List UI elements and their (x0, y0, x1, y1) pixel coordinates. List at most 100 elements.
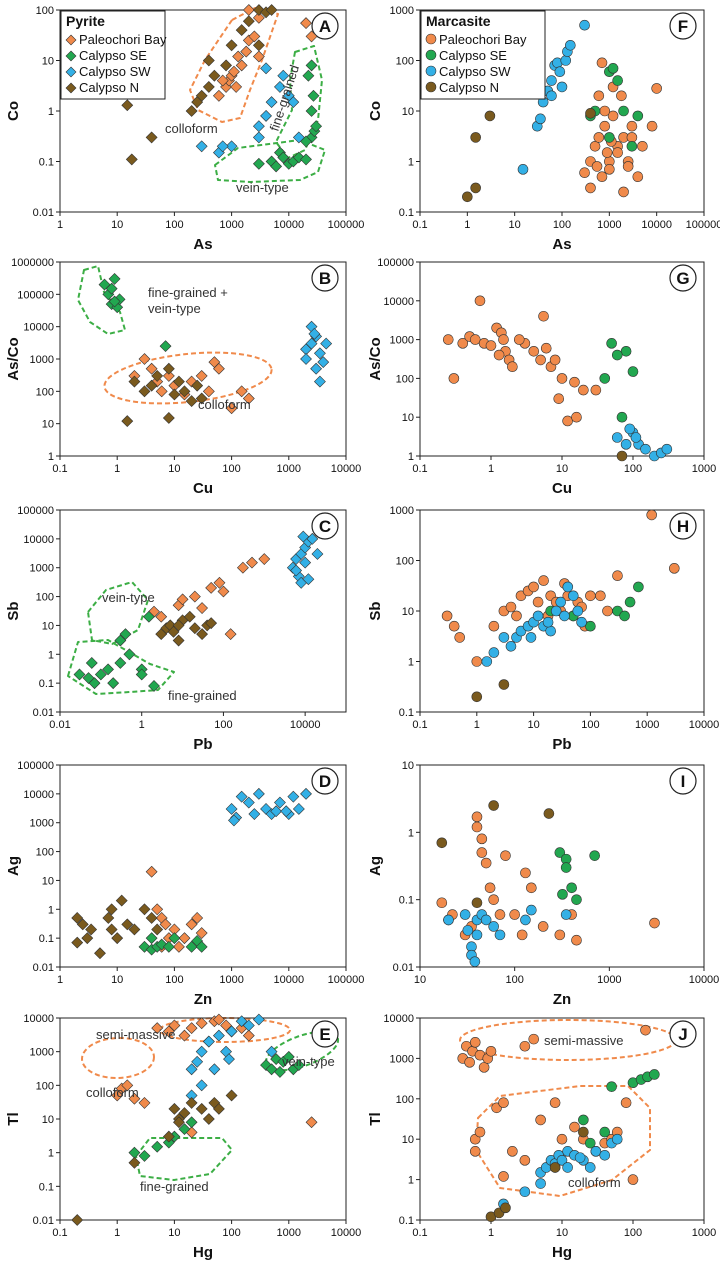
data-point (569, 1121, 580, 1133)
data-point (612, 570, 623, 582)
data-point (195, 369, 208, 382)
data-point (224, 628, 237, 641)
data-point (270, 160, 283, 173)
data-point (292, 803, 305, 815)
y-axis-label: As/Co (367, 337, 384, 380)
data-point (107, 677, 120, 690)
data-point (549, 1162, 561, 1173)
data-point (646, 509, 657, 521)
data-point (168, 932, 181, 945)
data-point (235, 385, 248, 398)
data-point (637, 140, 648, 152)
data-point (560, 909, 572, 920)
data-point (474, 1126, 486, 1138)
data-point (252, 1013, 265, 1026)
data-point (236, 561, 249, 574)
data-point (562, 415, 573, 427)
x-tick-label: 100 (581, 719, 599, 731)
data-point (121, 415, 134, 428)
data-point (102, 912, 115, 924)
data-point (554, 66, 566, 78)
x-tick-label: 100 (165, 974, 183, 986)
data-point (138, 1150, 151, 1162)
data-point (535, 113, 546, 125)
data-point (632, 171, 644, 183)
data-point (538, 575, 549, 586)
data-point (265, 96, 278, 109)
data-point (252, 11, 265, 24)
data-point (168, 388, 181, 401)
data-point (185, 1116, 198, 1129)
x-tick-label: 100 (505, 974, 523, 986)
y-tick-label: 1000 (30, 563, 54, 575)
data-point (589, 850, 600, 861)
data-point (232, 50, 245, 63)
data-point (188, 590, 201, 603)
data-point (216, 74, 229, 87)
data-point (178, 1123, 191, 1136)
data-point (457, 338, 469, 349)
data-point (300, 153, 312, 166)
data-point (320, 337, 333, 350)
data-point (620, 439, 632, 450)
panel-letter: H (677, 517, 689, 536)
y-tick-label: 1 (48, 451, 54, 463)
data-point (228, 814, 240, 827)
data-point (151, 923, 164, 936)
x-tick-label: 10 (168, 463, 180, 475)
x-tick-label: 10 (414, 974, 426, 986)
data-point (108, 295, 121, 308)
y-tick-label: 10 (402, 412, 414, 424)
data-point (469, 956, 481, 967)
x-tick-label: 1000 (277, 463, 301, 475)
data-point (168, 1019, 181, 1032)
data-point (556, 1155, 568, 1166)
data-point (627, 1174, 639, 1185)
x-tick-label: 1000 (219, 974, 243, 986)
field-envelope (87, 581, 149, 645)
data-point (125, 153, 138, 166)
data-point (549, 354, 561, 366)
data-point (498, 1171, 509, 1182)
data-point (128, 923, 141, 936)
data-point (596, 171, 608, 183)
data-point (305, 30, 318, 43)
data-point (624, 423, 636, 435)
x-tick-label: 100 (214, 719, 232, 731)
y-tick-label: 0.01 (33, 1215, 54, 1227)
data-point (307, 89, 320, 102)
data-point (128, 1146, 141, 1159)
x-tick-label: 1000 (277, 1227, 301, 1239)
data-point (633, 581, 644, 593)
data-point (571, 411, 582, 423)
y-tick-label: 10000 (383, 1013, 414, 1025)
x-tick-label: 0.1 (52, 1227, 67, 1239)
panel-letter: C (319, 517, 331, 536)
data-point (591, 161, 603, 172)
field-envelope (67, 639, 175, 695)
data-point (556, 81, 568, 93)
plot-frame-D (59, 764, 347, 968)
data-point (599, 120, 611, 132)
data-point (535, 1114, 546, 1126)
data-point (242, 4, 255, 16)
data-point (626, 132, 638, 143)
x-tick-label: 1 (57, 974, 63, 986)
y-axis-label: Ag (367, 856, 384, 876)
y-axis-label: Ag (5, 856, 22, 876)
data-point (155, 610, 168, 623)
data-point (593, 132, 605, 143)
data-point (590, 1146, 602, 1157)
data-point (607, 110, 619, 122)
x-tick-label: 10000 (274, 219, 305, 231)
annotation-label: fine-grained + (148, 285, 228, 300)
x-tick-label: 1 (488, 1227, 494, 1239)
panel-letter-circle (669, 264, 697, 292)
y-tick-label: 10000 (23, 534, 54, 546)
data-point (579, 167, 590, 179)
data-point (162, 1025, 175, 1038)
panel-letter-circle (311, 512, 339, 540)
annotation-label: fine-grained (140, 1179, 209, 1194)
y-tick-label: 100 (36, 5, 54, 17)
data-point (511, 610, 522, 622)
